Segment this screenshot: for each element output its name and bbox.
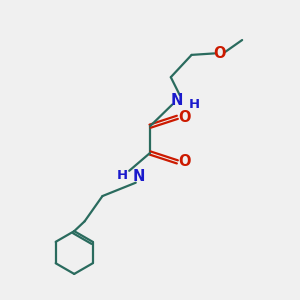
Text: N: N: [171, 94, 183, 109]
Text: O: O: [178, 110, 190, 125]
Text: H: H: [188, 98, 200, 111]
Text: O: O: [178, 154, 190, 169]
Text: N: N: [133, 169, 145, 184]
Text: O: O: [214, 46, 226, 61]
Text: H: H: [117, 169, 128, 182]
